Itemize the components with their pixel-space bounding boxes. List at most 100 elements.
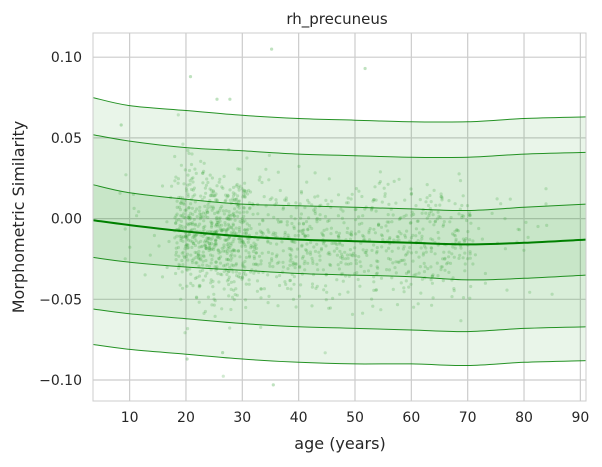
data-point	[231, 270, 235, 274]
data-point	[205, 240, 209, 244]
data-point	[211, 205, 215, 209]
data-point	[268, 264, 272, 268]
data-point	[490, 211, 494, 215]
data-point	[191, 194, 195, 198]
data-point	[402, 258, 406, 262]
data-point	[230, 226, 234, 230]
data-point	[236, 275, 241, 279]
data-point	[443, 268, 447, 272]
data-point	[193, 234, 197, 238]
data-point	[206, 239, 210, 243]
x-tick-label: 10	[121, 410, 139, 426]
data-point	[186, 216, 190, 220]
data-point	[252, 256, 256, 261]
data-point	[183, 235, 187, 239]
data-point	[204, 258, 208, 263]
data-point	[350, 233, 354, 237]
data-point	[319, 248, 323, 252]
data-point	[429, 209, 433, 214]
data-point	[359, 264, 363, 268]
data-point	[340, 255, 344, 259]
data-point	[397, 177, 401, 181]
data-point	[383, 194, 387, 198]
data-point	[303, 234, 308, 238]
data-point	[231, 194, 236, 198]
data-point	[214, 192, 218, 196]
data-point	[357, 189, 361, 193]
data-point	[276, 304, 280, 308]
data-point	[434, 203, 438, 207]
data-point	[363, 66, 367, 71]
data-point	[422, 261, 426, 265]
data-point	[167, 239, 171, 244]
data-point	[447, 255, 451, 259]
data-point	[346, 196, 350, 200]
data-point	[505, 288, 509, 292]
data-point	[175, 205, 179, 209]
data-point	[201, 215, 205, 219]
data-point	[194, 239, 198, 243]
data-point	[241, 261, 245, 265]
data-point	[375, 249, 379, 254]
data-point	[266, 213, 270, 217]
data-point	[399, 259, 403, 263]
data-point	[330, 241, 334, 246]
data-point	[423, 265, 427, 269]
data-point	[228, 198, 232, 202]
x-tick-label: 20	[177, 410, 195, 426]
data-point	[324, 284, 328, 288]
data-point	[425, 196, 429, 200]
data-point	[230, 263, 234, 267]
data-point	[395, 303, 400, 307]
data-point	[313, 249, 318, 253]
data-point	[216, 248, 220, 252]
data-point	[431, 213, 435, 217]
centile-line	[92, 344, 587, 367]
data-point	[399, 232, 403, 236]
data-point	[286, 267, 290, 271]
data-point	[220, 223, 224, 227]
data-point	[446, 261, 450, 265]
data-point	[516, 227, 520, 231]
data-point	[256, 212, 260, 216]
data-point	[348, 248, 352, 252]
data-point	[229, 225, 233, 229]
data-point	[207, 248, 211, 253]
data-point	[243, 181, 247, 185]
data-point	[179, 163, 183, 167]
data-point	[189, 253, 193, 257]
median-line	[92, 219, 587, 246]
data-point	[222, 243, 226, 247]
data-point	[331, 296, 335, 300]
data-point	[336, 214, 340, 218]
data-point	[375, 265, 379, 269]
data-point	[440, 198, 444, 202]
data-point	[255, 289, 259, 293]
data-point	[219, 255, 223, 259]
data-point	[465, 218, 469, 223]
data-point	[202, 161, 206, 165]
data-point	[414, 204, 418, 208]
data-point	[244, 282, 248, 286]
data-point	[300, 244, 304, 248]
data-point	[310, 304, 314, 308]
data-point	[202, 255, 206, 259]
data-point	[299, 283, 303, 287]
data-point	[409, 187, 413, 191]
data-point	[471, 239, 475, 243]
data-point	[459, 246, 463, 250]
data-point	[240, 187, 244, 191]
data-point	[431, 296, 435, 300]
data-point	[190, 260, 195, 265]
data-point	[274, 255, 278, 259]
data-point	[323, 351, 327, 355]
data-point	[189, 162, 194, 167]
data-point	[275, 242, 279, 246]
data-point	[215, 210, 219, 214]
data-point	[191, 188, 195, 192]
data-point	[237, 206, 241, 210]
data-point	[439, 268, 443, 272]
data-point	[414, 250, 418, 254]
data-point	[270, 196, 274, 200]
data-point	[237, 228, 241, 232]
